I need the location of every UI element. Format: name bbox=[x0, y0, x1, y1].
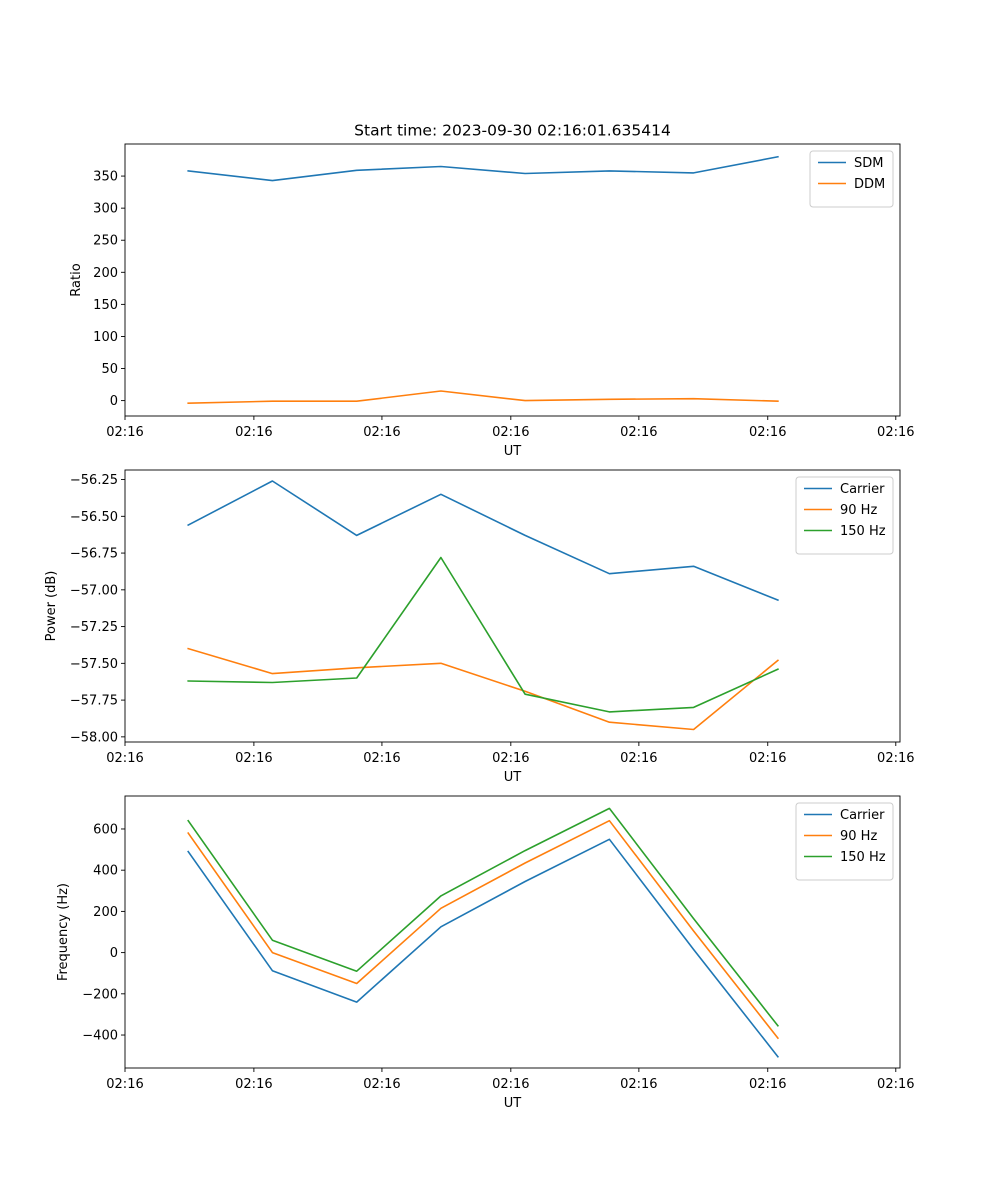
x-tick-label: 02:16 bbox=[620, 751, 657, 766]
x-tick-label: 02:16 bbox=[749, 425, 786, 440]
x-tick-label: 02:16 bbox=[877, 425, 914, 440]
y-tick-label: −58.00 bbox=[70, 730, 118, 745]
legend-label: 150 Hz bbox=[840, 524, 886, 539]
x-tick-label: 02:16 bbox=[106, 751, 143, 766]
legend-label: DDM bbox=[854, 177, 885, 192]
x-axis-label: UT bbox=[504, 444, 522, 459]
legend-box bbox=[809, 150, 894, 208]
y-tick-label: 350 bbox=[93, 170, 118, 185]
y-tick-label: 200 bbox=[93, 905, 118, 920]
legend: Carrier 90 Hz 150 Hz bbox=[795, 802, 894, 881]
x-tick-label: 02:16 bbox=[749, 751, 786, 766]
x-tick-label: 02:16 bbox=[492, 1077, 529, 1092]
y-axis-label: Ratio bbox=[69, 263, 84, 296]
x-tick-label: 02:16 bbox=[749, 1077, 786, 1092]
series-line-ddm bbox=[187, 390, 779, 405]
x-tick-label: 02:16 bbox=[620, 1077, 657, 1092]
series-line-carrier bbox=[187, 480, 779, 602]
x-tick-label: 02:16 bbox=[620, 425, 657, 440]
legend: SDM DDM bbox=[809, 150, 894, 208]
y-axis-label: Power (dB) bbox=[44, 571, 59, 642]
x-tick-label: 02:16 bbox=[235, 751, 272, 766]
y-tick-label: 0 bbox=[110, 394, 118, 409]
legend: Carrier 90 Hz 150 Hz bbox=[795, 476, 894, 555]
series-line-sdm bbox=[187, 155, 779, 182]
y-tick-label: −57.50 bbox=[70, 657, 118, 672]
legend-box bbox=[795, 802, 894, 881]
y-tick-label: −57.00 bbox=[70, 583, 118, 598]
legend-label: Carrier bbox=[840, 482, 885, 497]
legend-label: 90 Hz bbox=[840, 829, 877, 844]
y-tick-label: 600 bbox=[93, 822, 118, 837]
figure-title: Start time: 2023-09-30 02:16:01.635414 bbox=[354, 122, 671, 140]
y-tick-label: 0 bbox=[110, 946, 118, 961]
y-tick-label: 250 bbox=[93, 234, 118, 249]
chart-panel-1: 02:16 02:16 02:16 02:16 02:16 02:16 02:16 0 50 10… bbox=[69, 143, 915, 459]
y-tick-label: −400 bbox=[82, 1029, 118, 1044]
series-line-150-hz bbox=[187, 807, 780, 1027]
y-tick-label: −200 bbox=[82, 987, 118, 1002]
axes-frame bbox=[124, 795, 901, 1069]
chart-panel-2: 02:16 02:16 02:16 02:16 02:16 02:16 02:16 −58.0… bbox=[44, 469, 915, 785]
x-tick-label: 02:16 bbox=[877, 1077, 914, 1092]
axes-frame bbox=[124, 143, 901, 417]
legend-label: 150 Hz bbox=[840, 850, 886, 865]
x-tick-label: 02:16 bbox=[363, 751, 400, 766]
x-tick-label: 02:16 bbox=[235, 1077, 272, 1092]
y-tick-label: −56.75 bbox=[70, 547, 118, 562]
y-tick-label: 400 bbox=[93, 864, 118, 879]
series-line-90-hz bbox=[187, 819, 780, 1040]
x-tick-label: 02:16 bbox=[492, 425, 529, 440]
y-tick-label: −56.50 bbox=[70, 510, 118, 525]
x-tick-label: 02:16 bbox=[363, 425, 400, 440]
series-line-90-hz bbox=[187, 647, 780, 731]
series-line-150-hz bbox=[187, 556, 779, 713]
series-line-carrier bbox=[187, 838, 780, 1058]
chart-panel-3: 02:16 02:16 02:16 02:16 02:16 02:16 02:16 −400 −… bbox=[56, 795, 915, 1111]
y-tick-label: 100 bbox=[93, 330, 118, 345]
x-tick-label: 02:16 bbox=[363, 1077, 400, 1092]
y-tick-label: −56.25 bbox=[70, 473, 118, 488]
y-tick-label: 50 bbox=[101, 362, 118, 377]
x-tick-label: 02:16 bbox=[235, 425, 272, 440]
y-tick-label: 200 bbox=[93, 266, 118, 281]
y-tick-label: 300 bbox=[93, 202, 118, 217]
x-tick-label: 02:16 bbox=[106, 1077, 143, 1092]
legend-label: SDM bbox=[854, 156, 883, 171]
x-axis-label: UT bbox=[504, 770, 522, 785]
y-tick-label: −57.75 bbox=[70, 694, 118, 709]
x-tick-label: 02:16 bbox=[877, 751, 914, 766]
x-axis-label: UT bbox=[504, 1096, 522, 1111]
y-tick-label: 150 bbox=[93, 298, 118, 313]
legend-label: 90 Hz bbox=[840, 503, 877, 518]
legend-label: Carrier bbox=[840, 808, 885, 823]
x-tick-label: 02:16 bbox=[106, 425, 143, 440]
legend-box bbox=[795, 476, 894, 555]
y-tick-label: −57.25 bbox=[70, 620, 118, 635]
axes-frame bbox=[124, 469, 901, 743]
x-tick-label: 02:16 bbox=[492, 751, 529, 766]
y-axis-label: Frequency (Hz) bbox=[56, 883, 71, 981]
